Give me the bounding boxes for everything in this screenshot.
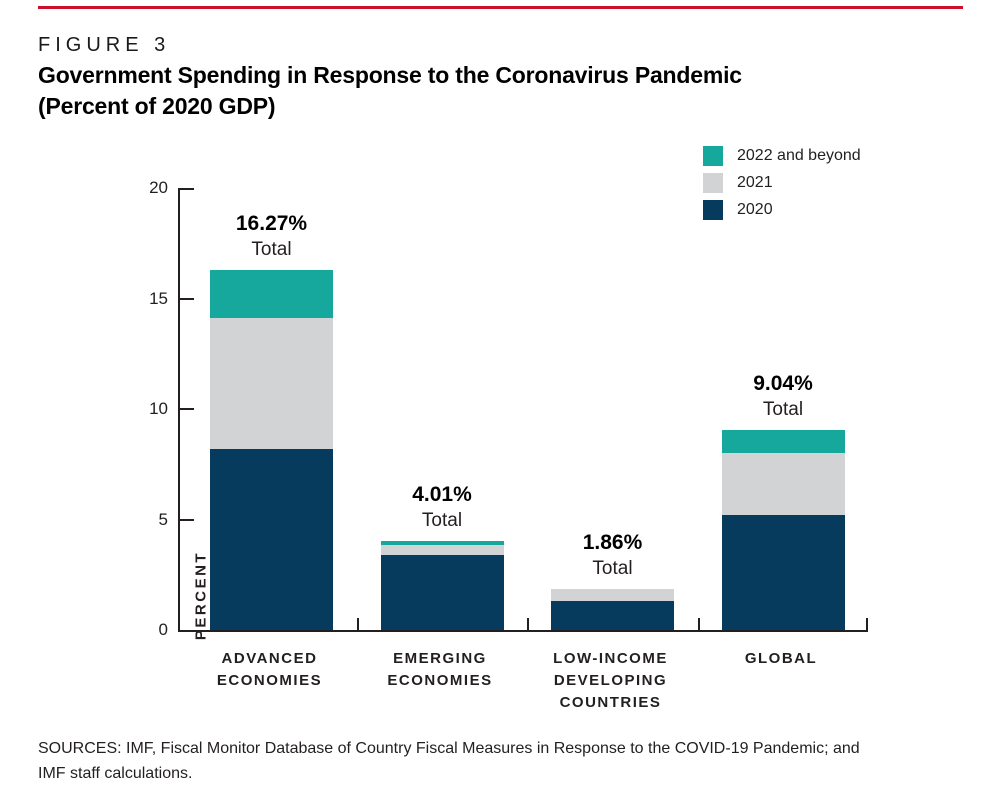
legend-item-2021: 2021 <box>703 173 861 193</box>
bar-total-sub: Total <box>251 239 292 261</box>
y-axis-tick <box>180 518 194 521</box>
legend-label: 2020 <box>737 201 773 218</box>
bar-total-sub: Total <box>421 510 463 532</box>
bar-segment-2020 <box>551 600 674 630</box>
y-axis-tick-label: 0 <box>158 620 168 639</box>
y-axis-tick-label: 10 <box>149 399 168 418</box>
sources-note: SOURCES: IMF, Fiscal Monitor Database of… <box>38 736 958 786</box>
legend-swatch-2021-icon <box>703 173 723 193</box>
bar-segment-2022-and-beyond <box>210 270 333 319</box>
y-axis-tick-label: 15 <box>149 288 168 308</box>
x-axis-category-label: ADVANCED ECONOMIES <box>216 650 323 689</box>
bar-total-label: 1.86% Total <box>533 530 693 581</box>
bar-segment-2022-and-beyond <box>380 541 504 545</box>
bar-total-percent: 16.27% <box>235 212 308 236</box>
x-axis-category-label: LOW-INCOME DEVELOPING COUNTRIES <box>553 650 668 711</box>
y-axis-tick-label: 5 <box>158 509 168 529</box>
x-axis-category-label: GLOBAL <box>744 650 818 667</box>
bar-segment-2021 <box>551 588 674 601</box>
bar-segment-2020 <box>210 448 333 630</box>
legend-item-2020: 2020 <box>703 200 861 220</box>
bar-total-percent: 4.01% <box>412 483 472 507</box>
x-axis-tick <box>356 618 359 630</box>
bar-segment-2021 <box>210 318 333 449</box>
x-axis-tick <box>866 618 868 630</box>
legend-label: 2022 and beyond <box>737 147 861 164</box>
x-axis-category-label: EMERGING ECONOMIES <box>387 650 493 689</box>
y-axis-tick <box>180 188 194 190</box>
figure-title: Government Spending in Response to the C… <box>38 60 798 122</box>
figure-title-line1: Government Spending in Response to the C… <box>38 62 742 88</box>
figure-number-label: FIGURE 3 <box>38 34 171 56</box>
sources-line1: SOURCES: IMF, Fiscal Monitor Database of… <box>38 740 860 757</box>
bar-segment-2022-and-beyond <box>721 430 845 454</box>
bar-total-label: 4.01% Total <box>362 482 522 533</box>
bar-total-sub: Total <box>762 399 804 421</box>
y-axis-tick-label: 20 <box>149 178 168 197</box>
bar-total-percent: 9.04% <box>753 372 813 396</box>
bar-segment-2021 <box>380 544 504 555</box>
legend-item-2022-and-beyond: 2022 and beyond <box>703 146 861 166</box>
y-axis-tick <box>180 408 194 410</box>
x-axis-tick <box>697 618 700 630</box>
bar-total-percent: 1.86% <box>582 530 643 554</box>
bar-total-label: 9.04% Total <box>703 371 863 422</box>
bar-total-label: 16.27% Total <box>192 211 352 262</box>
bar-total-sub: Total <box>592 557 633 579</box>
stacked-bar-chart-plot-area: PERCENT 16.27% Total 4.01% Total 1.86% Total 9… <box>178 188 868 640</box>
bar-segment-2021 <box>721 453 845 516</box>
bar-segment-2020 <box>721 515 845 630</box>
legend-swatch-2022-icon <box>703 146 723 166</box>
bar-segment-2020 <box>380 554 504 630</box>
y-axis-tick <box>180 297 194 300</box>
legend-label: 2021 <box>737 174 773 191</box>
x-axis-tick <box>527 618 530 630</box>
figure-title-line2: (Percent of 2020 GDP) <box>38 93 276 119</box>
legend-swatch-2020-icon <box>703 200 723 220</box>
top-accent-rule <box>38 6 963 9</box>
legend: 2022 and beyond 2021 2020 <box>703 146 861 220</box>
sources-line2: IMF staff calculations. <box>38 765 193 782</box>
